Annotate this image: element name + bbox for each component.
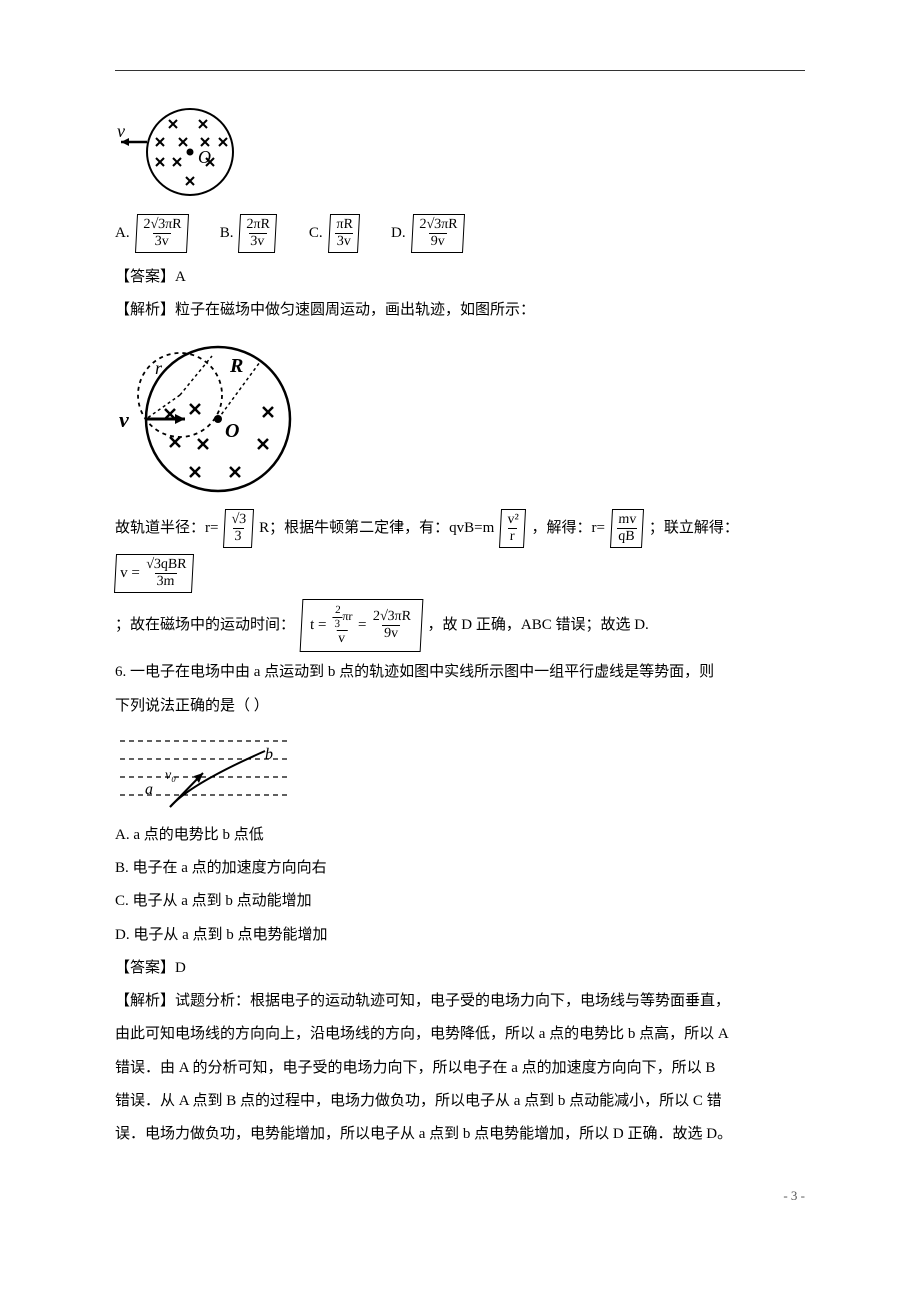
svg-text:v: v <box>117 121 125 141</box>
box-v-final: v = √3qBR3m <box>114 554 194 593</box>
svg-text:O: O <box>225 420 239 442</box>
q6-opt-a: A. a 点的电势比 b 点低 <box>115 821 805 850</box>
opt-c-box: πR3v <box>328 214 360 253</box>
q5-analysis-line1: 故轨道半径：r= √33 R；根据牛顿第二定律，有：qvB=m v²r ，解得：… <box>115 509 805 593</box>
q6-analysis-5: 误．电场力做负功，电势能增加，所以电子从 a 点到 b 点电势能增加，所以 D … <box>115 1120 805 1149</box>
svg-text:R: R <box>229 355 243 377</box>
q6-analysis-2: 由此可知电场线的方向向上，沿电场线的方向，电势降低，所以 a 点的电势比 b 点… <box>115 1020 805 1049</box>
opt-b-box: 2πR3v <box>238 214 277 253</box>
svg-text:v: v <box>119 407 129 432</box>
q5-analysis-intro: 【解析】粒子在磁场中做匀速圆周运动，画出轨迹，如图所示： <box>115 296 805 325</box>
opt-a-label: A. <box>115 219 130 248</box>
opt-b-label: B. <box>220 219 234 248</box>
q5-figure-main: O v <box>115 99 805 204</box>
page-number: - 3 - <box>115 1183 805 1208</box>
svg-text:v₀: v₀ <box>165 768 176 783</box>
opt-a-box: 2√3πR3v <box>135 214 189 253</box>
opt-d-box: 2√3πR9v <box>411 214 465 253</box>
opt-c-label: C. <box>309 219 323 248</box>
box-mvqb: mvqB <box>610 509 644 548</box>
opt-d-label: D. <box>391 219 406 248</box>
q6-opt-b: B. 电子在 a 点的加速度方向向右 <box>115 854 805 883</box>
svg-text:a: a <box>145 781 153 798</box>
q5-opt-c: C. πR3v <box>309 214 359 253</box>
q5-figure-solution: O R r v <box>115 334 805 499</box>
q6-analysis-3: 错误．由 A 的分析可知，电子受的电场力向下，所以电子在 a 点的加速度方向向下… <box>115 1054 805 1083</box>
q5-answer: 【答案】A <box>115 263 805 292</box>
q6-stem-2: 下列说法正确的是（ ） <box>115 692 805 721</box>
q6-opt-c: C. 电子从 a 点到 b 点动能增加 <box>115 887 805 916</box>
svg-text:b: b <box>265 746 273 763</box>
box-v2r: v²r <box>499 509 526 548</box>
q6-analysis-1: 【解析】试题分析：根据电子的运动轨迹可知，电子受的电场力向下，电场线与等势面垂直… <box>115 987 805 1016</box>
box-t-final: t = 23πr v = 2√3πR9v <box>300 599 423 652</box>
q6-stem-1: 6. 一电子在电场中由 a 点运动到 b 点的轨迹如图中实线所示图中一组平行虚线… <box>115 658 805 687</box>
box-r-1: √33 <box>223 509 254 548</box>
q5-analysis-line2: ；故在磁场中的运动时间： t = 23πr v = 2√3πR9v ，故 D 正… <box>115 599 805 652</box>
svg-text:r: r <box>155 358 163 378</box>
q5-opt-b: B. 2πR3v <box>220 214 277 253</box>
q6-figure: v₀ a b <box>115 729 805 811</box>
q5-opt-a: A. 2√3πR3v <box>115 214 188 253</box>
q5-options: A. 2√3πR3v B. 2πR3v C. πR3v D. 2√3πR9v <box>115 214 805 253</box>
q6-analysis-4: 错误．从 A 点到 B 点的过程中，电场力做负功，所以电子从 a 点到 b 点动… <box>115 1087 805 1116</box>
q5-opt-d: D. 2√3πR9v <box>391 214 464 253</box>
q6-answer: 【答案】D <box>115 954 805 983</box>
header-rule <box>115 70 805 71</box>
q6-opt-d: D. 电子从 a 点到 b 点电势能增加 <box>115 921 805 950</box>
